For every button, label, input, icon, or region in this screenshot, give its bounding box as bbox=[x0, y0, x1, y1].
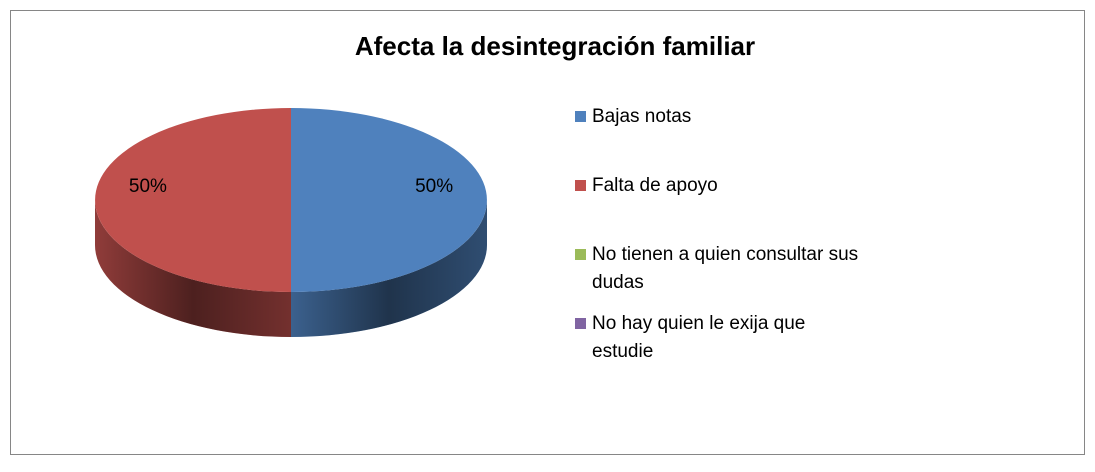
legend-swatch bbox=[575, 180, 586, 191]
legend-swatch bbox=[575, 111, 586, 122]
pie-slice bbox=[95, 108, 292, 292]
pie-side-shade bbox=[95, 200, 291, 337]
legend-item: Bajas notas bbox=[575, 103, 875, 131]
legend-label: No hay quien le exija que estudie bbox=[592, 313, 806, 362]
data-label: 50% bbox=[415, 176, 453, 197]
legend-item: Falta de apoyo bbox=[575, 172, 875, 200]
pie-side-shade bbox=[291, 200, 487, 337]
legend-swatch bbox=[575, 318, 586, 329]
legend-label: Falta de apoyo bbox=[592, 175, 718, 196]
legend-label: Bajas notas bbox=[592, 106, 692, 127]
legend-item: No hay quien le exija que estudie bbox=[575, 310, 875, 366]
pie-slice bbox=[291, 108, 487, 292]
legend-label: No tienen a quien consultar sus dudas bbox=[592, 244, 859, 293]
legend-swatch bbox=[575, 249, 586, 260]
chart-title: Afecta la desintegración familiar bbox=[355, 31, 755, 61]
legend-item: No tienen a quien consultar sus dudas bbox=[575, 241, 875, 297]
data-label: 50% bbox=[129, 176, 167, 197]
